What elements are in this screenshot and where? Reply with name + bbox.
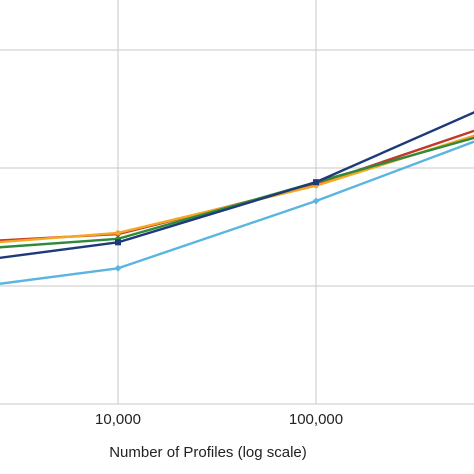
series-line [0, 140, 474, 285]
series-group [0, 111, 474, 285]
data-point [312, 197, 320, 205]
x-tick-label: 10,000 [95, 411, 141, 428]
x-tick-label: 100,000 [289, 411, 343, 428]
series-line [0, 111, 474, 260]
data-point [114, 264, 122, 272]
series-line [0, 136, 474, 249]
grid [0, 0, 474, 405]
x-tick-labels: 10,000 100,000 [95, 411, 343, 428]
x-axis-label: Number of Profiles (log scale) [109, 444, 307, 461]
data-point [313, 179, 319, 186]
series-line [0, 134, 474, 244]
data-point [115, 239, 121, 246]
data-point [115, 230, 121, 236]
series-line [0, 129, 474, 242]
